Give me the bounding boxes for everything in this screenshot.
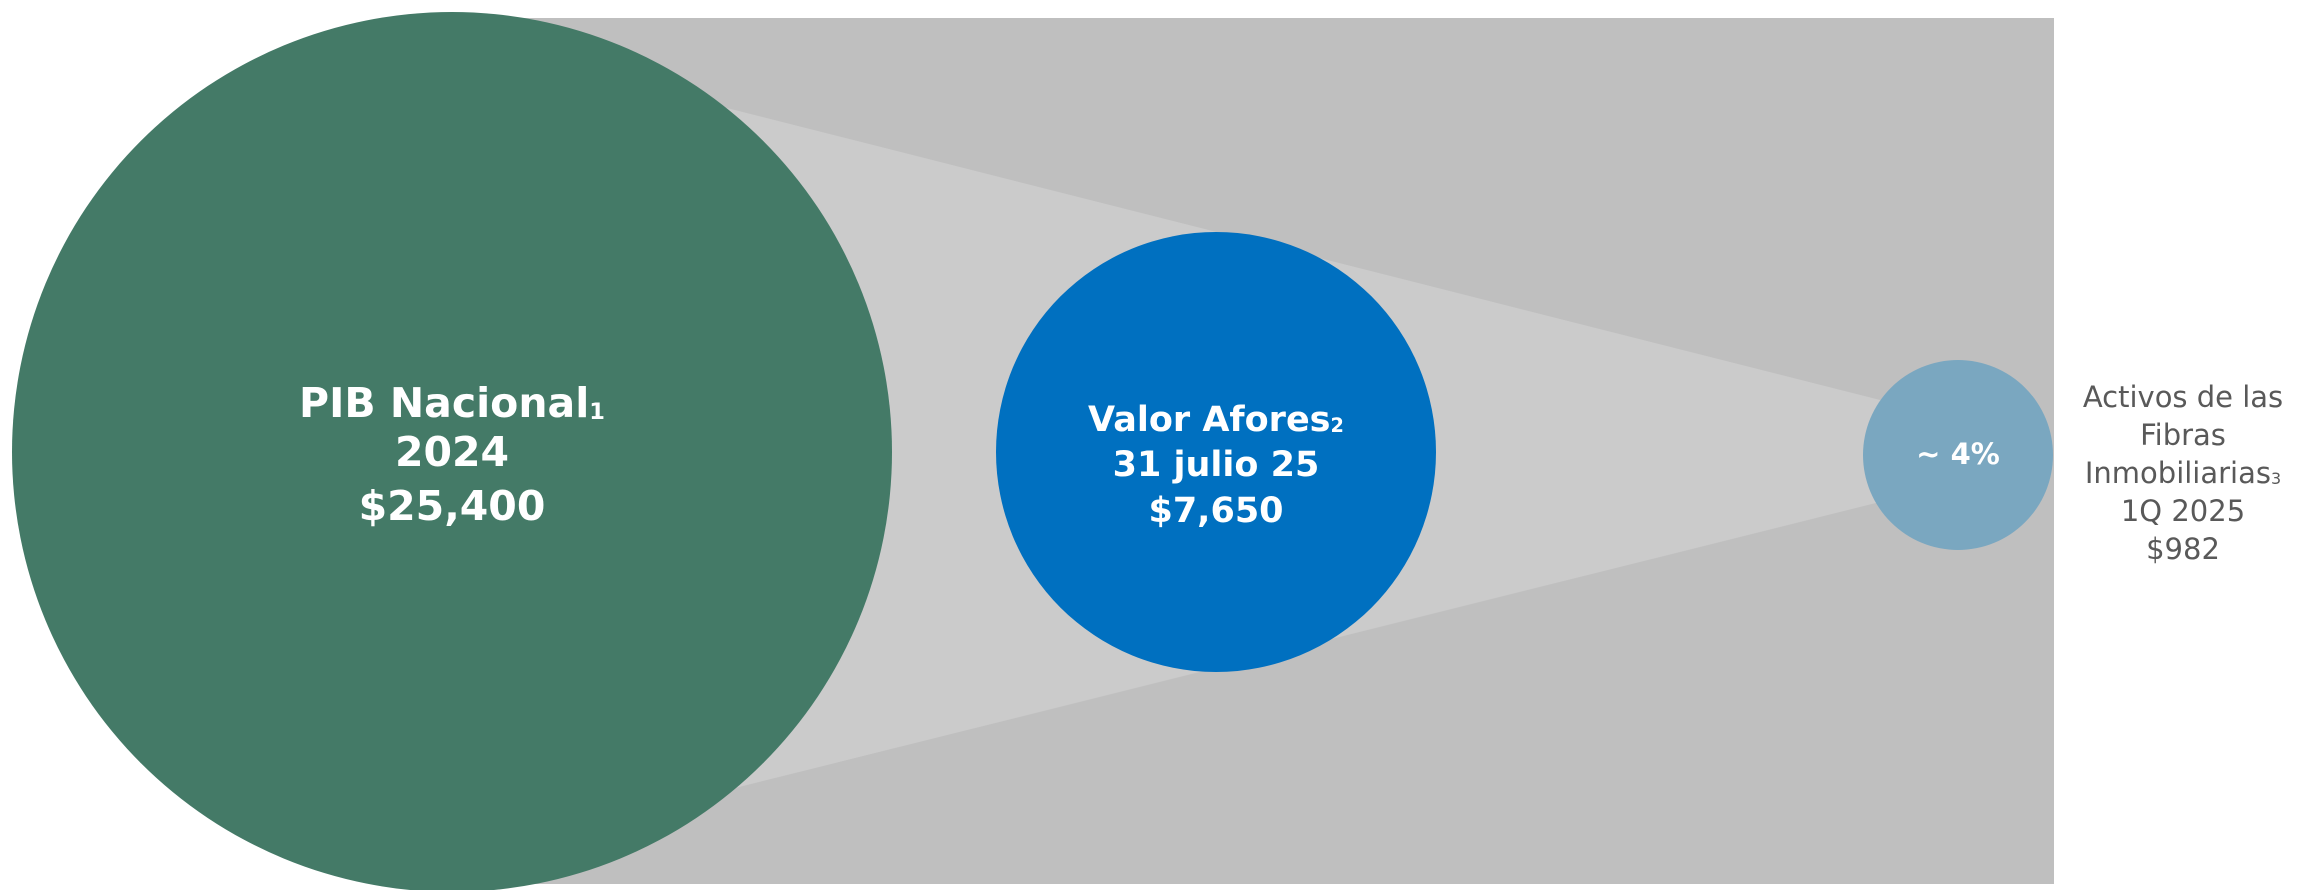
afores-value: $7,650 bbox=[1148, 491, 1283, 531]
fibras-period: 1Q 2025 bbox=[2121, 494, 2245, 528]
fibras-title-line: Activos de las bbox=[2083, 380, 2283, 414]
fibras-circle bbox=[1863, 360, 2053, 550]
afores-period: 31 julio 25 bbox=[1113, 445, 1320, 485]
fibras-value: $982 bbox=[2146, 532, 2220, 566]
pib-period: 2024 bbox=[395, 428, 509, 476]
afores-label: Valor Afores2 bbox=[1088, 400, 1344, 440]
fibras-note: 3 bbox=[2271, 469, 2281, 488]
pib-note: 1 bbox=[589, 399, 605, 425]
pib-value: $25,400 bbox=[359, 482, 546, 530]
fibras-title-line: Inmobiliarias3 bbox=[2085, 456, 2281, 490]
afores-circle bbox=[996, 232, 1436, 672]
pib-circle bbox=[12, 12, 892, 890]
fibras-title-line: Fibras bbox=[2140, 418, 2226, 452]
afores-title: Valor Afores bbox=[1088, 400, 1330, 440]
fibras-title-text: Inmobiliarias bbox=[2085, 456, 2271, 490]
ratio-label: ~ 4% bbox=[1916, 437, 2000, 471]
pib-label: PIB Nacional1 bbox=[299, 379, 605, 427]
pib-title: PIB Nacional bbox=[299, 379, 589, 427]
afores-note: 2 bbox=[1331, 414, 1344, 437]
